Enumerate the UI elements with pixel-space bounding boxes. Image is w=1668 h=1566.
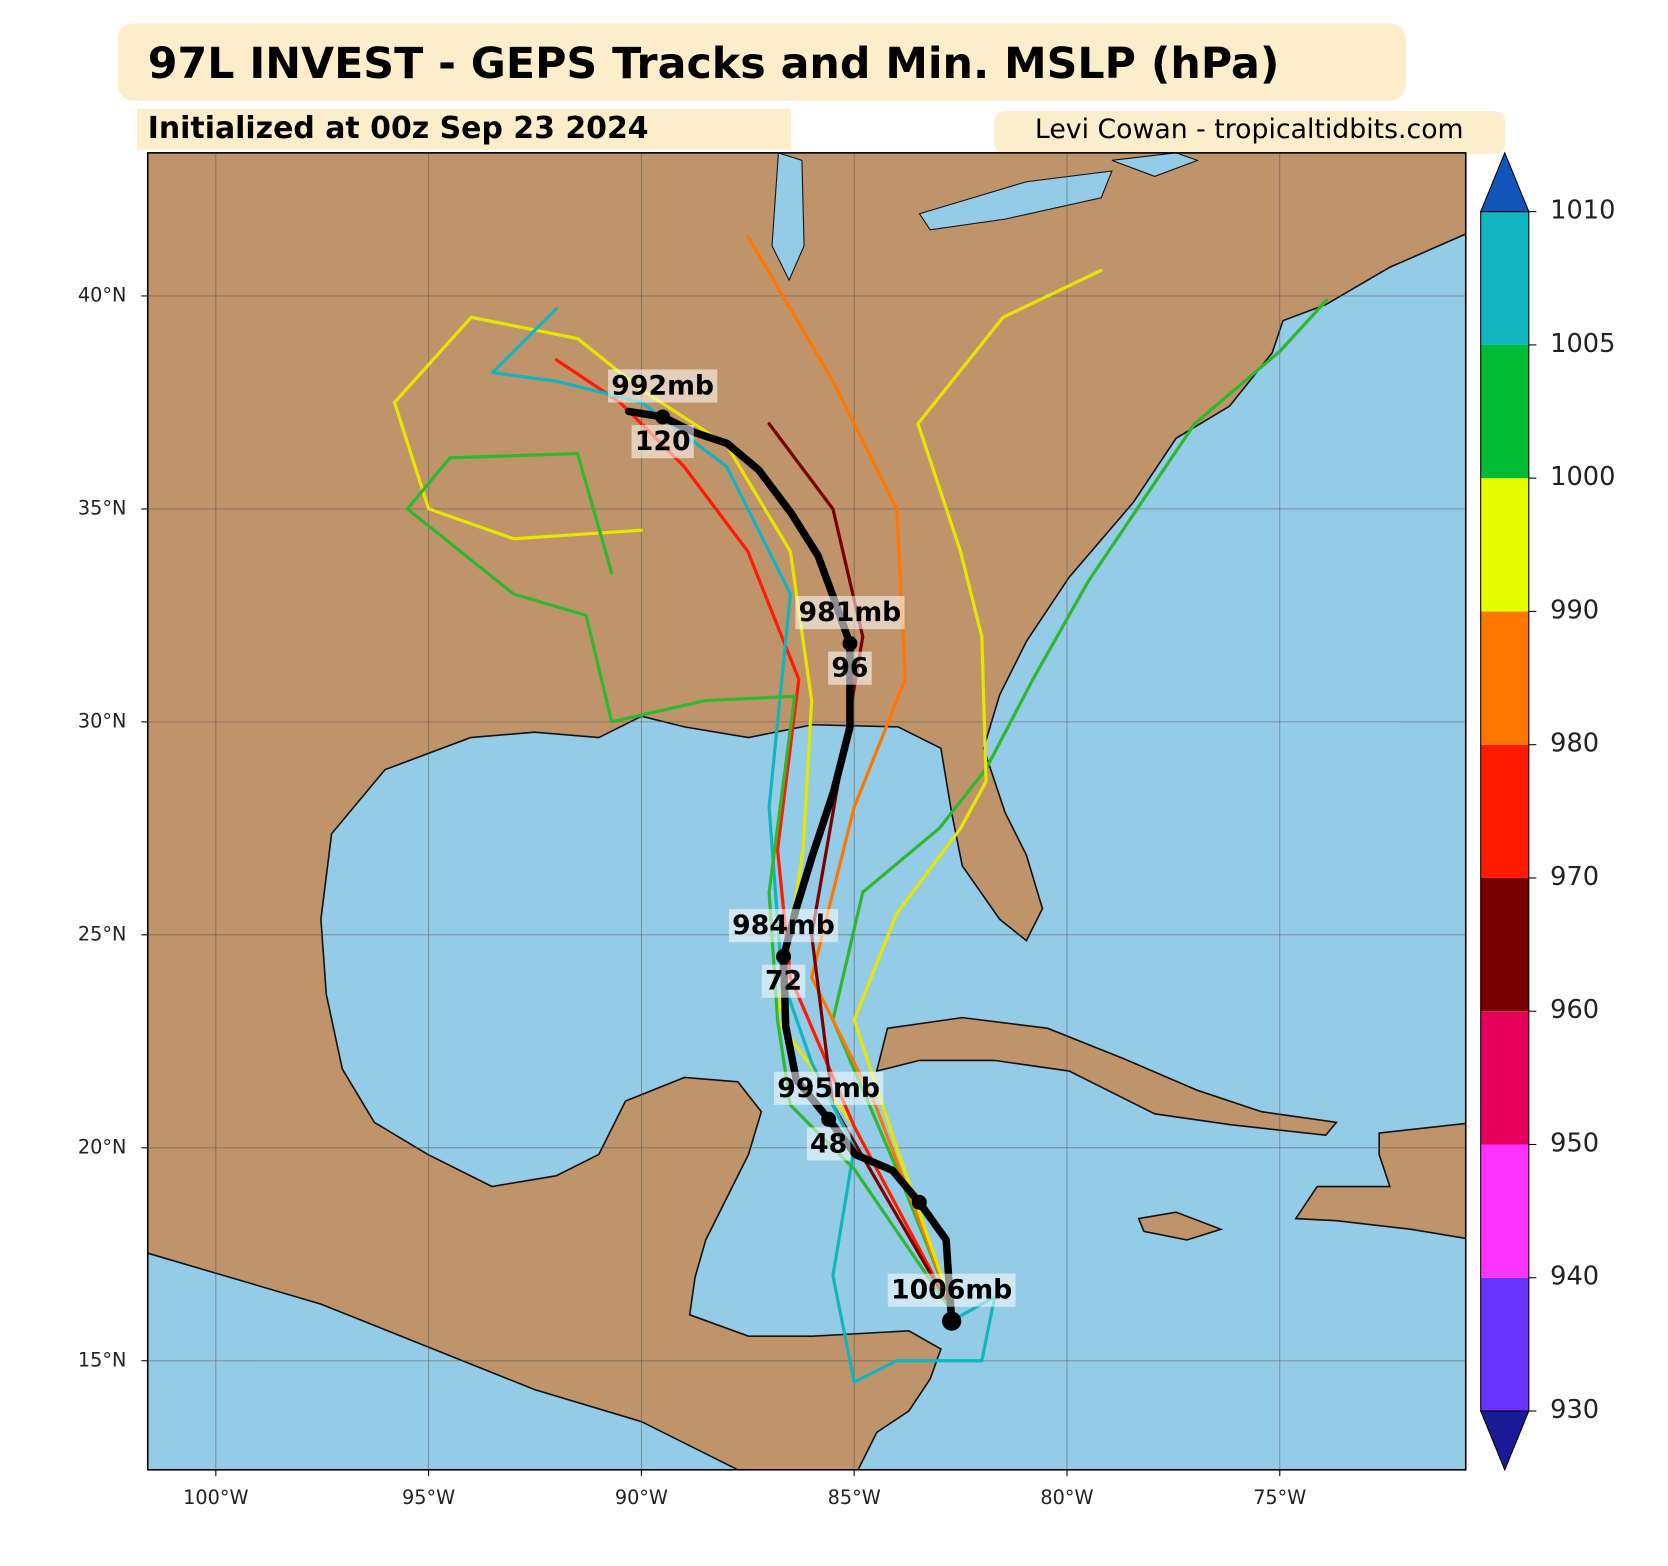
hour-label-box bbox=[806, 1127, 851, 1161]
credit: Levi Cowan - tropicaltidbits.com bbox=[1035, 114, 1464, 145]
title-highlight bbox=[117, 23, 1406, 101]
y-tick-label: 15°N bbox=[78, 1348, 126, 1371]
mean-point bbox=[942, 1311, 962, 1331]
mslp-label: 995mb bbox=[777, 1073, 880, 1104]
colorbar-segment bbox=[1480, 611, 1529, 745]
mslp-label-box bbox=[774, 1071, 884, 1105]
hispaniola bbox=[1294, 1122, 1466, 1240]
y-tick-label: 20°N bbox=[78, 1135, 126, 1158]
credit-highlight bbox=[994, 111, 1506, 154]
mslp-label-box bbox=[608, 369, 718, 403]
colorbar-label: 1005 bbox=[1550, 329, 1615, 359]
colorbar-label: 950 bbox=[1550, 1128, 1599, 1158]
colorbar-segment bbox=[1480, 211, 1529, 345]
colorbar-label: 1000 bbox=[1550, 462, 1615, 492]
map-frame bbox=[146, 152, 1467, 1471]
hour-label-box bbox=[761, 964, 806, 998]
x-tick-label: 100°W bbox=[183, 1486, 248, 1509]
colorbar-over bbox=[1479, 151, 1530, 213]
subtitle-highlight bbox=[137, 109, 792, 150]
colorbar-segment bbox=[1480, 1144, 1529, 1278]
mslp-label-box bbox=[795, 596, 905, 630]
colorbar-label: 940 bbox=[1550, 1262, 1599, 1292]
mslp-label: 981mb bbox=[799, 597, 902, 628]
mean-point bbox=[655, 409, 671, 425]
colorbar-label: 990 bbox=[1550, 595, 1599, 625]
mslp-label-box bbox=[728, 909, 839, 943]
hour-label: 72 bbox=[765, 966, 802, 997]
north-america bbox=[147, 152, 1466, 1470]
colorbar-frame bbox=[1480, 211, 1530, 1412]
colorbar: 930 940 950 960 970 980 990 1000 1005 1010 bbox=[1479, 151, 1615, 1472]
y-tick-label: 35°N bbox=[78, 496, 126, 519]
colorbar-segment bbox=[1480, 1277, 1529, 1412]
y-tick-label: 30°N bbox=[78, 709, 126, 732]
colorbar-segment bbox=[1480, 1011, 1529, 1145]
colorbar-under bbox=[1479, 1410, 1530, 1472]
colorbar-segment bbox=[1480, 478, 1529, 612]
x-tick-label: 95°W bbox=[402, 1486, 455, 1509]
mean-point bbox=[821, 1111, 837, 1127]
mslp-label: 1006mb bbox=[891, 1275, 1012, 1306]
mslp-label-box bbox=[887, 1273, 1016, 1307]
y-tick-label: 25°N bbox=[78, 922, 126, 945]
hour-label-box bbox=[631, 425, 694, 459]
hour-label: 96 bbox=[831, 653, 868, 684]
mean-labels: 1006mb 995mb 48 984mb 72 981mb 96 992mb 120 bbox=[608, 369, 1016, 1331]
cuba bbox=[875, 1016, 1338, 1137]
x-tick-label: 90°W bbox=[615, 1486, 668, 1509]
mslp-label: 992mb bbox=[611, 370, 714, 401]
colorbar-segment bbox=[1480, 744, 1529, 878]
great-lakes bbox=[771, 152, 1200, 282]
title: 97L INVEST - GEPS Tracks and Min. MSLP (… bbox=[148, 39, 1280, 89]
mean-point bbox=[842, 636, 858, 651]
ensemble-track bbox=[852, 268, 1103, 1320]
subtitle: Initialized at 00z Sep 23 2024 bbox=[148, 111, 649, 146]
x-tick-label: 80°W bbox=[1040, 1486, 1093, 1509]
hour-label: 120 bbox=[635, 426, 691, 457]
colorbar-label: 980 bbox=[1550, 729, 1599, 759]
x-tick-label: 85°W bbox=[828, 1486, 881, 1509]
hour-label-box bbox=[828, 651, 872, 685]
colorbar-label: 1010 bbox=[1550, 196, 1615, 226]
colorbar-label: 960 bbox=[1550, 995, 1599, 1025]
colorbar-label: 970 bbox=[1550, 862, 1599, 892]
mean-track bbox=[624, 407, 956, 1325]
ensemble-track bbox=[490, 307, 997, 1384]
x-tick-label: 75°W bbox=[1253, 1486, 1306, 1509]
colorbar-label: 930 bbox=[1550, 1395, 1599, 1425]
basemap bbox=[147, 152, 1466, 1470]
colorbar-segment bbox=[1480, 344, 1529, 479]
mean-point bbox=[911, 1194, 927, 1210]
hour-label: 48 bbox=[810, 1128, 847, 1159]
axes: 100°W 95°W 90°W 85°W 80°W 75°W 15°N 20°N 25°N 30°… bbox=[78, 283, 1306, 1509]
y-tick-label: 40°N bbox=[78, 283, 126, 306]
jamaica bbox=[1137, 1211, 1224, 1241]
mslp-label: 984mb bbox=[732, 910, 835, 941]
colorbar-segment bbox=[1480, 877, 1529, 1012]
mean-point bbox=[776, 949, 792, 965]
